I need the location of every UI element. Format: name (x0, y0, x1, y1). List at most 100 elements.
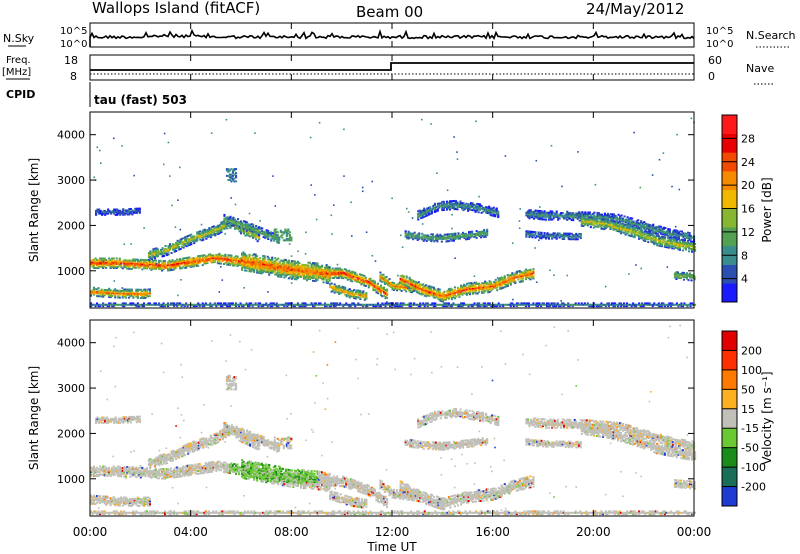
rti-cell (266, 258, 269, 261)
rti-cell (168, 269, 171, 272)
rti-cell (248, 268, 251, 271)
rti-cell (121, 292, 124, 295)
rti-cell (100, 258, 103, 261)
rti-cell (284, 267, 287, 270)
rti-cell (264, 236, 267, 239)
rti-cell (136, 260, 139, 262)
rti-cell (363, 274, 366, 277)
rti-cell (259, 230, 262, 233)
rti-cell (460, 290, 463, 293)
rti-cell (437, 292, 440, 295)
rti-cell (540, 231, 543, 234)
rti-cell (259, 265, 262, 268)
rti-cell (350, 291, 353, 294)
rti-cell (98, 211, 101, 214)
rti-cell (230, 256, 233, 258)
rti-cell (260, 272, 263, 275)
rti-cell (425, 289, 428, 292)
rti-cell (99, 295, 102, 298)
rti-cell (289, 270, 292, 273)
rti-cell (369, 277, 372, 280)
rti-cell (620, 222, 623, 225)
rti-cell (359, 294, 362, 296)
rti-cell (254, 265, 257, 268)
rti-cell (384, 295, 387, 298)
rti-cell (379, 291, 382, 294)
rti-cell (187, 235, 190, 237)
rti-cell (337, 277, 340, 279)
rti-cell (299, 265, 302, 268)
rti-cell (401, 282, 404, 285)
rti-cell (497, 210, 500, 213)
rti-cell (227, 222, 230, 225)
rti-cell (450, 288, 453, 291)
rti-cell (244, 227, 247, 230)
rti-cell (123, 295, 126, 298)
rti-cell (253, 236, 256, 239)
rti-cell (240, 227, 243, 229)
rti-cell (391, 288, 394, 291)
rti-cell (235, 255, 238, 258)
rti-cell (393, 283, 396, 286)
rti-cell (478, 290, 481, 293)
rti-cell (385, 275, 388, 278)
rti-cell (133, 258, 136, 261)
rti-cell (335, 288, 338, 290)
rti-cell (432, 289, 435, 292)
rti-cell (308, 267, 311, 270)
rti-cell (302, 274, 305, 277)
rti-cell (413, 285, 416, 288)
rti-cell (470, 284, 473, 287)
rti-cell (316, 272, 319, 274)
rti-cell (205, 237, 208, 240)
rti-cell (194, 263, 197, 266)
rti-cell (187, 243, 190, 246)
rti-cell (295, 278, 298, 281)
rti-cell (93, 286, 96, 289)
rti-cell (318, 270, 321, 273)
rti-cell (390, 283, 393, 286)
rti-cell (441, 296, 444, 299)
rti-cell (244, 223, 247, 226)
rti-cell (245, 266, 248, 269)
rti-cell (223, 227, 226, 230)
rti-cell (167, 246, 170, 249)
rti-cell (463, 285, 466, 288)
rti-cell (175, 243, 178, 246)
rti-cell (210, 261, 213, 264)
rti-cell (277, 240, 280, 243)
rti-cell (396, 283, 399, 286)
rti-cell (304, 265, 307, 268)
rti-cell (437, 288, 440, 291)
rti-cell (267, 231, 270, 234)
rti-cell (375, 285, 378, 288)
rti-cell (105, 262, 108, 265)
rti-cell (432, 292, 435, 295)
rti-cell (365, 297, 368, 300)
rti-cell (373, 280, 376, 283)
rti-cell (277, 267, 280, 270)
rti-cell (162, 266, 165, 269)
rti-cell (212, 233, 215, 236)
rti-cell (90, 293, 93, 296)
rti-cell (413, 231, 416, 234)
rti-cell (99, 291, 102, 294)
rti-cell (107, 212, 110, 215)
rti-cell (352, 278, 355, 281)
rti-cell (284, 273, 287, 276)
rti-cell (257, 259, 260, 262)
rti-cell (447, 297, 450, 300)
rti-cell (348, 277, 351, 280)
rti-cell (225, 259, 228, 262)
rti-cell (417, 285, 420, 288)
rti-cell (383, 276, 386, 279)
rti-cell (245, 257, 248, 260)
rti-cell (423, 286, 426, 289)
rti-cell (473, 285, 476, 288)
rti-cell (258, 227, 261, 230)
rti-cell (177, 259, 180, 262)
rti-cell (239, 257, 242, 260)
rti-cell (340, 274, 343, 277)
rti-cell (211, 231, 214, 234)
rti-cell (281, 273, 284, 276)
